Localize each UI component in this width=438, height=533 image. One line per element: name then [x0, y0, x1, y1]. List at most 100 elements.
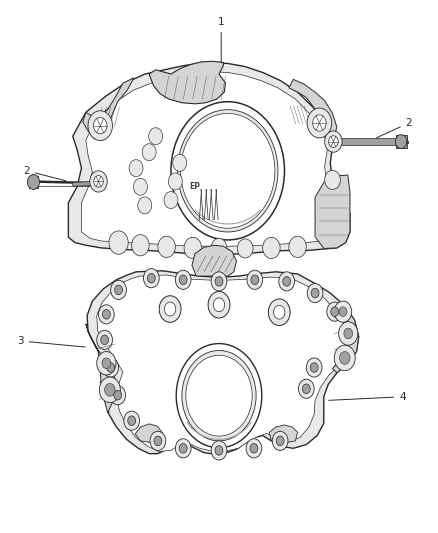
Circle shape [180, 114, 275, 228]
Circle shape [179, 275, 187, 285]
Circle shape [186, 356, 252, 436]
Circle shape [211, 272, 227, 291]
Circle shape [302, 384, 310, 393]
Text: 3: 3 [17, 336, 85, 347]
Circle shape [339, 307, 347, 317]
Circle shape [184, 237, 201, 259]
Circle shape [307, 284, 323, 303]
Circle shape [263, 237, 280, 259]
Circle shape [274, 305, 285, 319]
Text: 2: 2 [377, 118, 412, 138]
Circle shape [99, 305, 114, 324]
Polygon shape [149, 61, 226, 104]
Circle shape [182, 351, 256, 441]
Circle shape [334, 301, 352, 322]
Circle shape [272, 431, 288, 450]
Circle shape [211, 441, 227, 460]
Circle shape [247, 270, 263, 289]
Circle shape [114, 390, 122, 400]
Circle shape [134, 178, 148, 195]
Circle shape [99, 377, 120, 402]
Circle shape [94, 175, 103, 187]
Polygon shape [81, 72, 340, 246]
Circle shape [311, 288, 319, 298]
Circle shape [168, 173, 182, 190]
Polygon shape [269, 425, 297, 443]
Circle shape [110, 385, 126, 405]
Circle shape [215, 277, 223, 286]
Circle shape [88, 111, 113, 141]
Circle shape [246, 439, 262, 458]
Polygon shape [87, 271, 359, 454]
Polygon shape [83, 78, 134, 140]
Circle shape [215, 446, 223, 455]
Circle shape [179, 443, 187, 453]
Circle shape [144, 269, 159, 288]
Circle shape [103, 358, 119, 377]
Polygon shape [332, 305, 359, 373]
Polygon shape [396, 135, 407, 149]
Circle shape [213, 298, 225, 312]
Circle shape [97, 330, 113, 350]
Circle shape [268, 299, 290, 326]
Circle shape [279, 272, 294, 291]
Circle shape [173, 155, 187, 171]
Circle shape [276, 436, 284, 446]
Circle shape [310, 363, 318, 372]
Circle shape [328, 136, 338, 148]
Polygon shape [68, 63, 350, 254]
Circle shape [298, 379, 314, 398]
Polygon shape [332, 138, 403, 146]
Circle shape [175, 270, 191, 289]
Circle shape [344, 328, 353, 339]
Circle shape [313, 115, 326, 131]
Circle shape [142, 144, 156, 161]
Polygon shape [135, 424, 162, 443]
Circle shape [138, 197, 152, 214]
Circle shape [90, 171, 107, 192]
Circle shape [396, 135, 407, 149]
Circle shape [102, 310, 110, 319]
Circle shape [208, 292, 230, 318]
Text: 1: 1 [218, 17, 225, 63]
Polygon shape [73, 181, 95, 186]
Circle shape [128, 416, 136, 425]
Text: 2: 2 [24, 166, 66, 181]
Circle shape [27, 174, 39, 189]
Circle shape [129, 160, 143, 176]
Circle shape [251, 275, 259, 285]
Text: 4: 4 [329, 392, 406, 402]
Circle shape [115, 285, 123, 295]
Circle shape [149, 128, 162, 145]
Circle shape [164, 302, 176, 316]
Circle shape [339, 322, 358, 345]
Circle shape [176, 344, 262, 448]
Circle shape [177, 110, 278, 232]
Polygon shape [315, 175, 350, 248]
Circle shape [102, 358, 111, 368]
Circle shape [171, 102, 285, 240]
Circle shape [105, 383, 115, 396]
Circle shape [124, 411, 140, 430]
Circle shape [148, 273, 155, 283]
Circle shape [250, 443, 258, 453]
Circle shape [150, 431, 166, 450]
Circle shape [175, 439, 191, 458]
Circle shape [94, 117, 107, 134]
Circle shape [101, 335, 109, 345]
Circle shape [289, 236, 306, 257]
Circle shape [154, 436, 162, 446]
Circle shape [331, 307, 339, 317]
Circle shape [107, 363, 115, 372]
Polygon shape [192, 245, 237, 276]
Circle shape [325, 131, 342, 152]
Circle shape [339, 352, 350, 365]
Circle shape [109, 231, 128, 254]
Circle shape [306, 358, 322, 377]
Circle shape [327, 302, 343, 321]
Circle shape [111, 280, 127, 300]
Circle shape [158, 236, 175, 257]
Text: EP: EP [190, 182, 201, 191]
Circle shape [334, 345, 355, 370]
Polygon shape [86, 324, 117, 413]
